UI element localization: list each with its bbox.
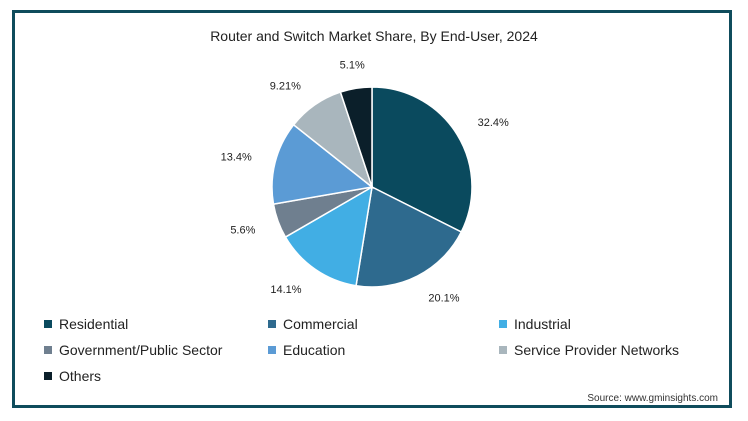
slice-label-government-public-sector: 5.6%	[230, 224, 255, 236]
legend-swatch	[268, 346, 276, 354]
slice-label-education: 13.4%	[221, 151, 252, 163]
legend-item-others: Others	[44, 368, 101, 384]
source-note: Source: www.gminsights.com	[587, 393, 718, 404]
legend-swatch	[44, 346, 52, 354]
slice-label-others: 5.1%	[340, 60, 365, 72]
pie-slice-industrial	[284, 185, 373, 287]
slice-label-residential: 32.4%	[478, 117, 509, 129]
legend-swatch	[44, 372, 52, 380]
pie-slice-residential	[371, 86, 473, 234]
slice-label-industrial: 14.1%	[270, 284, 301, 296]
legend-swatch	[268, 320, 276, 328]
chart-title: Router and Switch Market Share, By End-U…	[210, 28, 538, 44]
legend-item-industrial: Industrial	[499, 316, 571, 332]
legend-label: Residential	[59, 316, 129, 332]
legend-label: Others	[59, 368, 102, 384]
legend-item-residential: Residential	[44, 316, 128, 332]
legend-label: Government/Public Sector	[59, 342, 223, 358]
legend-label: Education	[283, 342, 346, 358]
legend-swatch	[44, 320, 52, 328]
legend-label: Industrial	[514, 316, 571, 332]
legend-item-commercial: Commercial	[268, 316, 358, 332]
pie-slice-education	[271, 123, 374, 205]
pie-slice-others	[339, 86, 373, 188]
legend-label: Service Provider Networks	[514, 342, 679, 358]
legend-swatch	[499, 346, 507, 354]
slice-label-service-provider-networks: 9.21%	[270, 80, 301, 92]
legend-label: Commercial	[283, 316, 358, 332]
legend-swatch	[499, 320, 507, 328]
slice-label-commercial: 20.1%	[428, 292, 459, 304]
legend-item-education: Education	[268, 342, 345, 358]
legend-item-service-provider-networks: Service Provider Networks	[499, 342, 679, 358]
pie-slice-commercial	[355, 185, 463, 288]
legend-item-government-public-sector: Government/Public Sector	[44, 342, 222, 358]
